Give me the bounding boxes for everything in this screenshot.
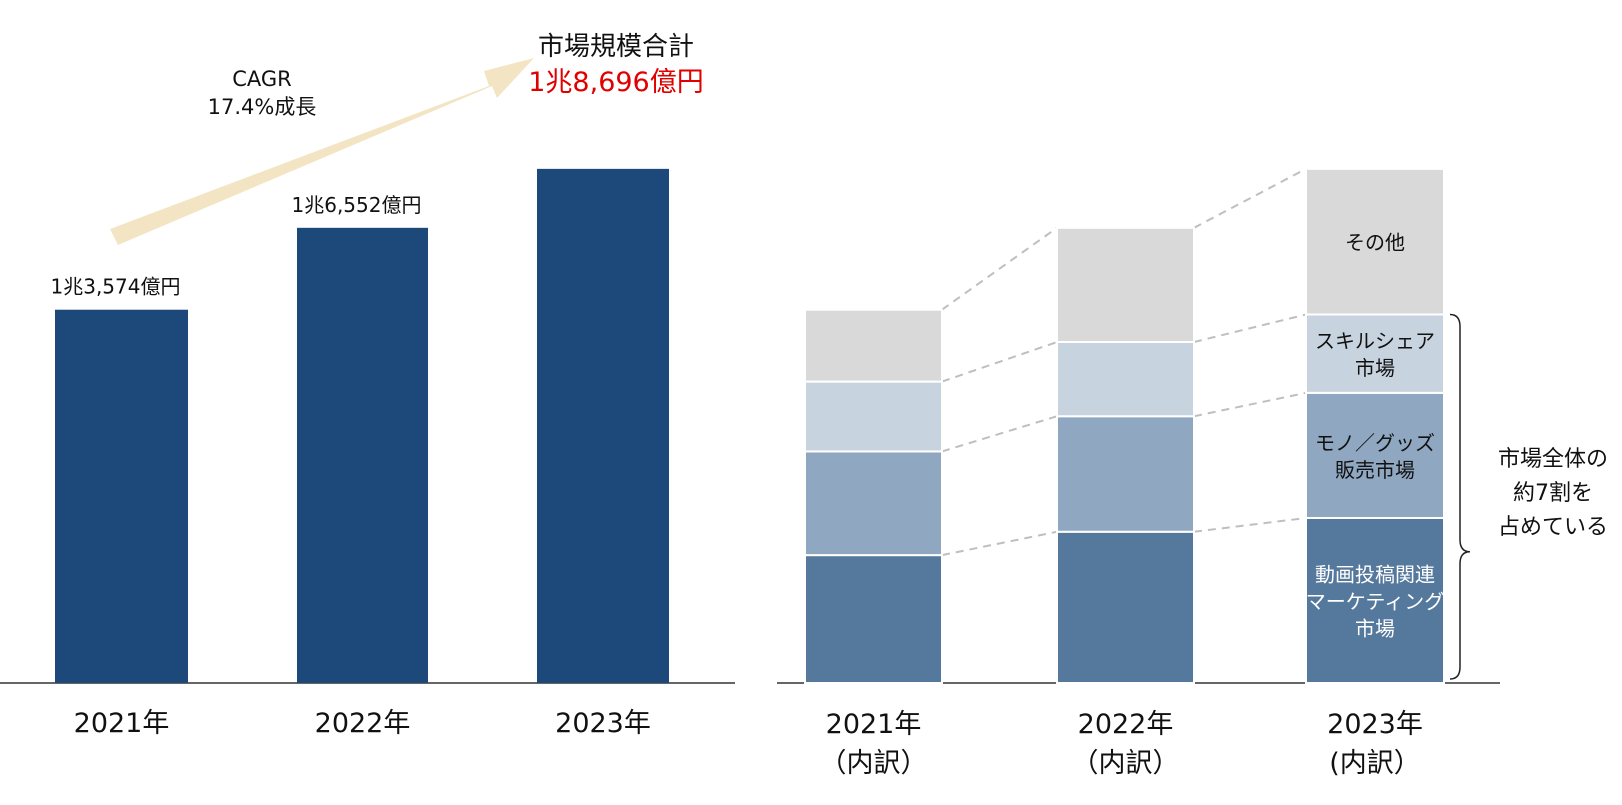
right-x-tick-label: 2023年 — [1327, 709, 1423, 740]
segment-skill_share-1 — [804, 380, 943, 453]
segment-label-goods: 販売市場 — [1335, 458, 1415, 482]
segment-goods-1 — [804, 450, 943, 557]
left-x-tick-label: 2022年 — [315, 708, 411, 739]
share-note-line: 市場全体の — [1498, 447, 1608, 472]
right-x-tick-sublabel: （内訳） — [1072, 748, 1180, 779]
right-x-tick-label: 2022年 — [1078, 709, 1174, 740]
right-x-tick-sublabel: （内訳） — [820, 748, 928, 779]
connector-line-goods — [941, 415, 1058, 453]
segment-label-goods: モノ／グッズ — [1315, 431, 1435, 455]
cagr-growth-label: 17.4%成長 — [208, 95, 317, 119]
segment-label-video: 市場 — [1355, 617, 1395, 641]
right-x-tick-sublabel: (内訳） — [1329, 748, 1421, 779]
left-x-tick-label: 2021年 — [74, 708, 170, 739]
share-bracket — [1449, 313, 1471, 680]
right-x-tick-label: 2021年 — [826, 709, 922, 740]
cagr-label: CAGR — [232, 67, 292, 91]
share-note-line: 約7割を — [1513, 481, 1593, 506]
total-value: 1兆8,696億円 — [528, 67, 703, 98]
connector-line-skill_share — [941, 341, 1058, 383]
total-bar-3 — [537, 168, 669, 684]
segment-goods-2 — [1056, 415, 1195, 533]
segment-other-2 — [1056, 226, 1195, 344]
segment-label-skill_share: 市場 — [1355, 356, 1395, 380]
left-x-tick-label: 2023年 — [555, 708, 651, 739]
segment-video-2 — [1056, 530, 1195, 684]
segment-video-3 — [1305, 517, 1445, 684]
total-bar-1 — [55, 309, 188, 683]
segment-skill_share-2 — [1056, 341, 1195, 418]
segment-label-skill_share: スキルシェア — [1315, 329, 1435, 353]
connector-line-video — [941, 530, 1058, 557]
bar-data-label: 1兆6,552億円 — [292, 193, 422, 217]
bar-data-label: 1兆3,574億円 — [51, 275, 181, 299]
segment-goods-3 — [1305, 391, 1445, 519]
segment-other-3 — [1305, 167, 1445, 316]
share-note-line: 占めている — [1498, 515, 1608, 540]
segment-other-1 — [804, 308, 943, 383]
connector-line-skill_share — [1193, 313, 1307, 343]
segment-label-video: 動画投稿関連 — [1315, 563, 1435, 587]
cagr-arrow — [110, 58, 534, 245]
segment-skill_share-3 — [1305, 313, 1445, 394]
connector-line-other — [1193, 167, 1307, 229]
total-title: 市場規模合計 — [538, 32, 694, 62]
segment-label-other: その他 — [1345, 231, 1405, 255]
segment-label-video: マーケティング — [1306, 590, 1444, 614]
segment-video-1 — [804, 554, 943, 684]
connector-line-other — [941, 227, 1058, 311]
total-bar-2 — [297, 227, 428, 683]
connector-line-goods — [1193, 391, 1307, 418]
connector-line-video — [1193, 517, 1307, 533]
